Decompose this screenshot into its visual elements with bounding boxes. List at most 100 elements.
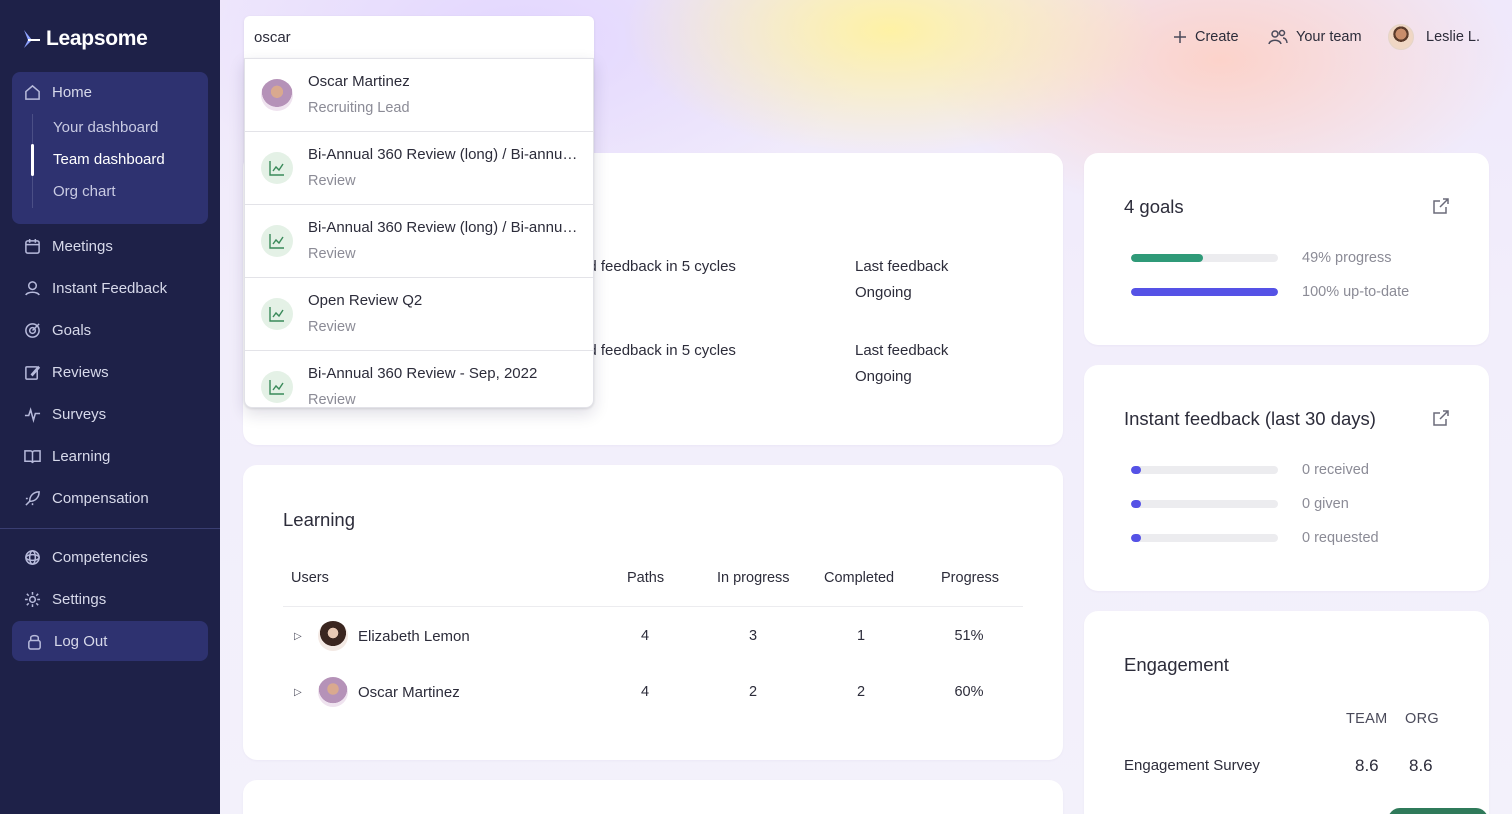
logout-button[interactable]: Log Out <box>12 621 208 661</box>
result-title: Open Review Q2 <box>308 292 423 309</box>
engagement-team-value: 8.6 <box>1355 756 1379 775</box>
target-icon <box>25 322 40 338</box>
engagement-col-org: ORG <box>1405 711 1439 727</box>
rocket-icon <box>25 490 40 506</box>
user-name: Oscar Martinez <box>358 683 460 701</box>
your-team-button[interactable]: Your team <box>1268 24 1362 50</box>
feedback-requested-fill <box>1131 534 1142 542</box>
lock-icon <box>28 634 41 650</box>
create-label: Create <box>1195 29 1239 45</box>
user-name: Leslie L. <box>1426 29 1481 45</box>
result-subtitle: Review <box>308 173 356 189</box>
avatar <box>318 677 348 707</box>
sidebar-item-label: Compensation <box>52 489 149 507</box>
search-result-review[interactable]: Bi-Annual 360 Review (long) / Bi-annual … <box>245 132 593 205</box>
sidebar-item-goals[interactable]: Goals <box>24 316 91 344</box>
sidebar-subitem-team-dashboard[interactable]: Team dashboard <box>53 151 165 168</box>
engagement-action-button[interactable] <box>1388 808 1488 814</box>
feedback-given-bar <box>1131 500 1278 508</box>
result-subtitle: Review <box>308 319 356 335</box>
review-row-1-last-label: Last feedback <box>855 258 949 275</box>
sidebar-item-label: Settings <box>52 590 107 608</box>
sidebar-item-compensation[interactable]: Compensation <box>24 484 149 512</box>
sidebar-item-label: Home <box>52 83 93 101</box>
table-divider <box>283 606 1023 607</box>
feedback-icon <box>25 280 40 296</box>
search-result-review[interactable]: Open Review Q2 Review <box>245 278 593 351</box>
sidebar-item-settings[interactable]: Settings <box>24 585 106 613</box>
feedback-given-label: 0 given <box>1302 496 1349 512</box>
table-row-user[interactable]: ▷ Oscar Martinez <box>294 677 460 707</box>
cell-progress: 60% <box>954 684 984 700</box>
col-header-in-progress: In progress <box>717 570 790 586</box>
your-team-label: Your team <box>1296 29 1362 45</box>
cell-progress: 51% <box>954 628 984 644</box>
search-result-review[interactable]: Bi-Annual 360 Review (long) / Bi-annual … <box>245 205 593 278</box>
goals-title: 4 goals <box>1124 196 1184 217</box>
sidebar-item-surveys[interactable]: Surveys <box>24 400 106 428</box>
cell-completed: 2 <box>856 684 866 700</box>
sidebar-item-reviews[interactable]: Reviews <box>24 358 109 386</box>
subnav-active-indicator <box>31 144 34 176</box>
bottom-card <box>243 780 1063 814</box>
goals-progress-fill <box>1131 254 1204 262</box>
instant-feedback-title: Instant feedback (last 30 days) <box>1124 408 1376 429</box>
result-title: Bi-Annual 360 Review - Sep, 2022 <box>308 365 538 382</box>
sidebar-item-label: Competencies <box>52 548 148 566</box>
review-row-1-received: ed feedback in 5 cycles <box>580 258 736 275</box>
sidebar-item-home[interactable]: Home <box>24 78 92 106</box>
sidebar-item-label: Meetings <box>52 237 113 255</box>
home-icon <box>25 84 40 100</box>
review-row-1-last-value: Ongoing <box>855 284 912 301</box>
cell-completed: 1 <box>856 628 866 644</box>
expand-caret-icon[interactable]: ▷ <box>294 686 302 698</box>
cell-paths: 4 <box>640 628 650 644</box>
gear-icon <box>24 591 41 607</box>
sidebar-item-instant-feedback[interactable]: Instant Feedback <box>24 274 167 302</box>
feedback-received-fill <box>1131 466 1142 474</box>
table-row-user[interactable]: ▷ Elizabeth Lemon <box>294 621 470 651</box>
sidebar: Leapsome Home Your dashboard Team dashbo… <box>0 0 220 814</box>
sidebar-subitem-your-dashboard[interactable]: Your dashboard <box>53 119 159 136</box>
sidebar-item-learning[interactable]: Learning <box>24 442 110 470</box>
feedback-requested-label: 0 requested <box>1302 530 1379 546</box>
external-link-icon[interactable] <box>1432 197 1450 215</box>
leapsome-logo[interactable]: Leapsome <box>22 24 148 54</box>
user-menu[interactable]: Leslie L. <box>1388 24 1480 50</box>
sidebar-subitem-org-chart[interactable]: Org chart <box>53 183 116 200</box>
review-chart-icon <box>261 298 293 330</box>
search-result-review[interactable]: Bi-Annual 360 Review - Sep, 2022 Review <box>245 351 593 407</box>
goals-uptodate-bar <box>1131 288 1278 296</box>
goals-progress-bar <box>1131 254 1278 262</box>
instant-feedback-card: Instant feedback (last 30 days) 0 receiv… <box>1084 365 1489 591</box>
cell-in-progress: 2 <box>748 684 758 700</box>
sidebar-item-competencies[interactable]: Competencies <box>24 543 148 571</box>
goals-card: 4 goals 49% progress 100% up-to-date <box>1084 153 1489 345</box>
col-header-progress: Progress <box>941 570 1000 586</box>
result-title: Oscar Martinez <box>308 73 410 90</box>
result-title: Bi-Annual 360 Review (long) / Bi-annual … <box>308 219 578 236</box>
engagement-row-label[interactable]: Engagement Survey <box>1124 757 1260 774</box>
team-icon <box>1268 29 1288 45</box>
sidebar-item-label: Goals <box>52 321 92 339</box>
goals-progress-label: 49% progress <box>1302 250 1392 266</box>
learning-card: Learning <box>243 465 1063 760</box>
sidebar-item-meetings[interactable]: Meetings <box>24 232 113 260</box>
external-link-icon[interactable] <box>1432 409 1450 427</box>
col-header-paths: Paths <box>627 570 665 586</box>
expand-caret-icon[interactable]: ▷ <box>294 630 302 642</box>
search-box[interactable] <box>244 16 594 58</box>
col-header-users: Users <box>291 570 329 586</box>
sidebar-divider <box>0 528 220 529</box>
leapsome-logo-icon <box>24 30 40 48</box>
goals-uptodate-label: 100% up-to-date <box>1302 284 1410 300</box>
create-button[interactable]: Create <box>1173 24 1239 50</box>
goals-uptodate-fill <box>1131 288 1278 296</box>
search-input[interactable] <box>254 28 594 46</box>
result-subtitle: Review <box>308 246 356 262</box>
search-result-person[interactable]: Oscar Martinez Recruiting Lead <box>245 59 593 132</box>
col-header-completed: Completed <box>824 570 895 586</box>
avatar <box>261 79 293 111</box>
sidebar-item-label: Surveys <box>52 405 107 423</box>
review-row-2-received: ed feedback in 5 cycles <box>580 342 736 359</box>
